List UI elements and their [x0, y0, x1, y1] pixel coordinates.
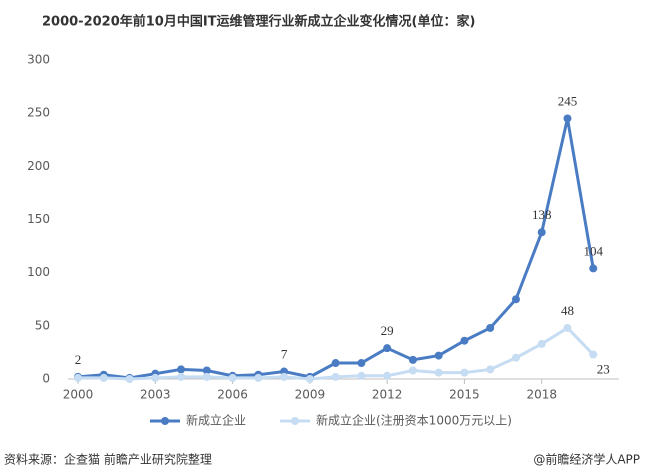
point [383, 344, 392, 353]
point [331, 372, 340, 381]
point [357, 371, 366, 380]
point [357, 359, 366, 368]
point [202, 366, 211, 375]
credit: @前瞻经济学人APP [533, 452, 640, 467]
legend-label: 新成立企业 [186, 413, 246, 428]
point [434, 368, 443, 377]
point [305, 375, 314, 383]
x-tick-label: 2003 [140, 388, 171, 402]
y-tick-label: 200 [27, 159, 50, 173]
y-tick-label: 100 [27, 265, 50, 279]
point [486, 365, 495, 374]
point [280, 372, 289, 381]
y-tick-label: 50 [35, 318, 50, 332]
point [151, 373, 160, 382]
x-tick-label: 2000 [63, 388, 94, 402]
data-label: 29 [381, 323, 394, 338]
point [563, 323, 572, 332]
data-label: 104 [583, 243, 603, 258]
point [537, 228, 546, 237]
source: 资料来源：企查猫 前瞻产业研究院整理 [4, 452, 212, 467]
y-tick-label: 0 [42, 372, 50, 386]
x-tick-label: 2009 [295, 388, 326, 402]
x-tick-label: 2006 [217, 388, 248, 402]
point [537, 339, 546, 348]
point [589, 350, 598, 359]
x-tick-label: 2015 [449, 388, 480, 402]
point [177, 365, 186, 374]
series-line [77, 118, 595, 380]
point [74, 373, 82, 382]
y-tick-label: 250 [27, 106, 50, 120]
point [254, 373, 263, 382]
point [511, 295, 520, 304]
legend-label: 新成立企业(注册资本1000万元以上) [316, 413, 512, 428]
point [589, 264, 598, 273]
point [202, 372, 211, 381]
data-label: 23 [597, 362, 610, 377]
legend-marker [291, 417, 299, 425]
x-tick-label: 2018 [526, 388, 557, 402]
point [228, 373, 237, 382]
y-tick-label: 300 [27, 53, 50, 67]
point [460, 368, 469, 377]
chart-title: 2000-2020年前10月中国IT运维管理行业新成立企业变化情况(单位：家) [42, 14, 475, 30]
point [460, 336, 469, 345]
data-label: 245 [558, 93, 578, 108]
data-label: 138 [532, 207, 552, 222]
x-tick-label: 2012 [372, 388, 403, 402]
point [408, 366, 417, 375]
point [563, 114, 572, 123]
point [177, 372, 186, 381]
point [434, 351, 443, 360]
data-label: 7 [281, 347, 288, 362]
data-label: 48 [561, 303, 574, 318]
point [331, 359, 340, 368]
point [511, 353, 520, 362]
point [383, 371, 392, 380]
point [408, 355, 417, 364]
data-label: 2 [75, 352, 82, 367]
y-tick-label: 150 [27, 212, 50, 226]
point [486, 323, 495, 332]
point [99, 373, 108, 382]
legend-marker [161, 417, 169, 425]
point [125, 375, 134, 383]
